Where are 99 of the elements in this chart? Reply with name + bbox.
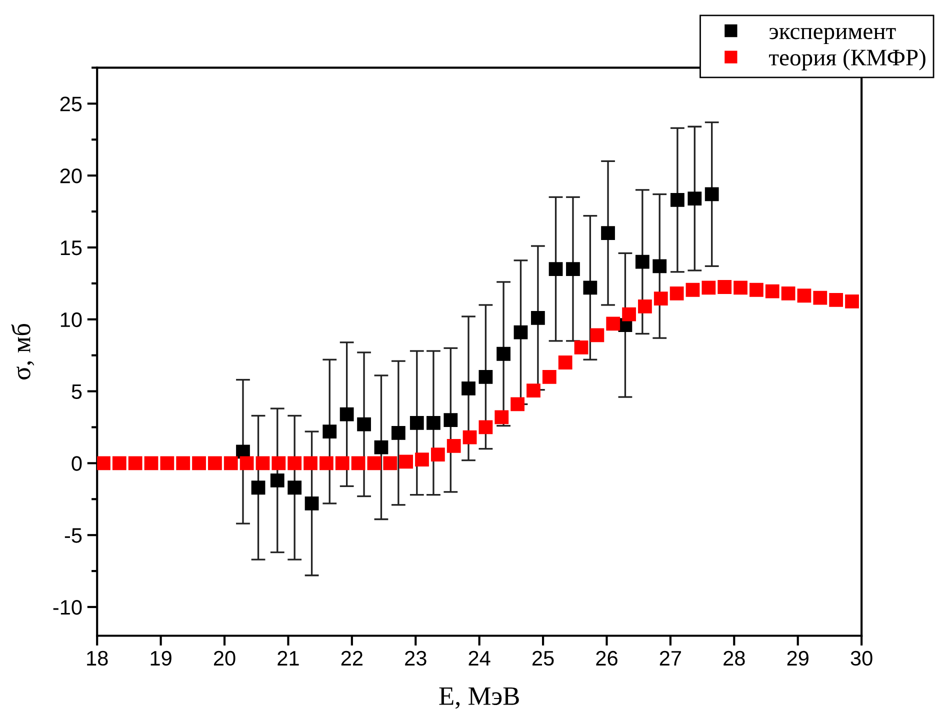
point: [351, 456, 366, 470]
point: [340, 407, 354, 422]
point: [510, 397, 524, 412]
y-tick-label: 10: [60, 312, 82, 328]
point: [734, 280, 748, 295]
point: [478, 420, 493, 434]
point: [304, 456, 318, 470]
x-tick-label: 24: [468, 650, 490, 666]
point: [160, 456, 174, 470]
x-tick-label: 29: [787, 650, 808, 666]
point: [845, 294, 859, 308]
point: [654, 292, 668, 306]
point: [383, 456, 398, 470]
point: [558, 356, 572, 370]
point: [542, 370, 556, 384]
point: [765, 284, 780, 298]
point: [288, 480, 302, 495]
point: [144, 456, 158, 470]
point: [176, 456, 190, 470]
x-tick-label: 23: [405, 650, 426, 666]
point: [224, 456, 238, 470]
point: [430, 448, 445, 462]
point: [444, 413, 458, 427]
point: [829, 293, 844, 307]
point: [718, 280, 732, 294]
point: [797, 288, 812, 303]
point: [410, 416, 424, 430]
point: [446, 438, 461, 453]
x-tick-label: 25: [532, 650, 554, 666]
point: [97, 456, 110, 470]
point: [813, 290, 828, 305]
point: [494, 410, 509, 424]
point: [590, 328, 604, 342]
point: [391, 426, 406, 440]
point: [208, 456, 222, 470]
x-axis-title: E, МэВ: [439, 687, 519, 709]
y-tick-label: -5: [64, 528, 82, 543]
y-tick-label: 25: [60, 96, 82, 112]
point: [240, 456, 254, 470]
point: [638, 299, 652, 314]
point: [367, 456, 382, 470]
point: [112, 456, 126, 470]
point: [192, 456, 206, 470]
point: [670, 193, 684, 207]
point: [374, 440, 388, 454]
point: [526, 384, 540, 398]
y-tick-label: 15: [60, 240, 82, 256]
point: [652, 259, 667, 274]
point: [256, 456, 270, 470]
point: [686, 282, 700, 297]
point: [622, 307, 636, 322]
x-tick-label: 22: [341, 650, 362, 666]
point: [478, 370, 493, 384]
point: [415, 452, 429, 467]
point: [304, 496, 319, 510]
point: [530, 310, 545, 325]
point: [288, 456, 302, 470]
point: [357, 417, 371, 432]
point: [496, 346, 510, 361]
x-tick-label: 27: [660, 650, 681, 666]
point: [606, 316, 620, 331]
point: [514, 325, 528, 340]
point: [322, 424, 337, 438]
legend-label: теория (КМФР): [769, 48, 926, 70]
point: [462, 430, 477, 444]
point: [688, 192, 702, 206]
point: [670, 286, 684, 300]
point: [601, 226, 615, 240]
point: [251, 480, 266, 495]
y-tick-label: 20: [60, 168, 82, 184]
point: [270, 473, 284, 488]
point: [583, 280, 598, 295]
x-tick-label: 26: [596, 650, 618, 666]
y-tick-label: 0: [72, 456, 82, 471]
y-axis-title: σ, мб: [11, 324, 34, 380]
x-tick-label: 28: [724, 650, 745, 666]
point: [426, 416, 440, 430]
point: [750, 282, 764, 297]
point: [272, 456, 286, 470]
point: [574, 340, 588, 354]
x-tick-label: 19: [150, 650, 172, 666]
x-tick-label: 20: [214, 650, 236, 666]
point: [399, 454, 414, 469]
point: [462, 381, 476, 396]
point: [704, 187, 719, 202]
point: [702, 280, 716, 295]
x-tick-label: 30: [850, 650, 872, 666]
x-tick-label: 18: [87, 650, 108, 666]
point: [548, 262, 563, 276]
point: [335, 456, 350, 470]
point: [128, 456, 142, 470]
x-tick-label: 21: [278, 650, 299, 666]
legend-label: эксперимент: [770, 28, 896, 44]
point: [781, 286, 796, 300]
y-tick-label: -10: [53, 600, 82, 615]
point: [635, 254, 650, 269]
point: [566, 262, 580, 276]
y-tick-label: 5: [72, 384, 82, 400]
point: [319, 456, 334, 470]
